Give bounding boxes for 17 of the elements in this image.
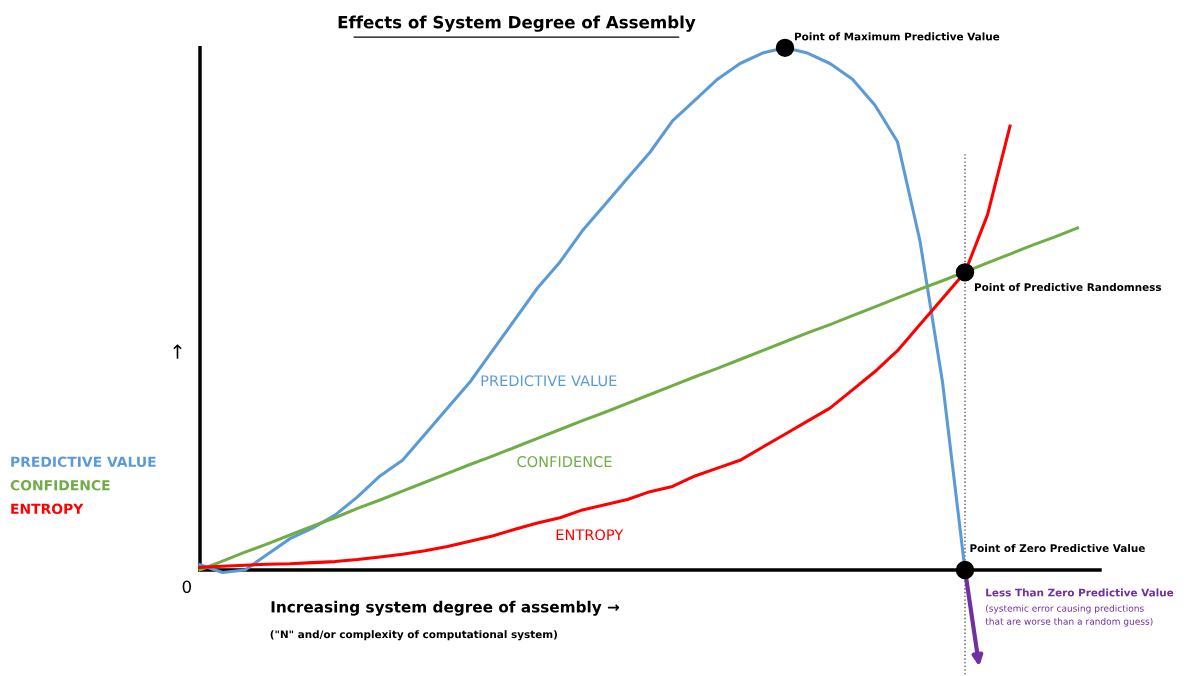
text: 0 — [182, 580, 192, 594]
text: Less Than Zero Predictive Value — [986, 588, 1174, 597]
text: ("N" and/or complexity of computational system) — [270, 630, 557, 641]
series-label: PREDICTIVE VALUE — [481, 375, 617, 387]
text: CONFIDENCE — [10, 480, 110, 491]
y-axis-title: ↑ — [173, 344, 182, 359]
text: PREDICTIVE VALUE — [11, 456, 156, 468]
chart-title: Effects of System Degree of Assembly — [338, 15, 696, 32]
text: ENTROPY — [11, 503, 84, 515]
x-axis-title: Increasing system degree of assembly → — [271, 600, 620, 616]
series-label: ENTROPY — [556, 529, 624, 541]
text: (systemic error causing predictions — [986, 604, 1144, 614]
series-label: CONFIDENCE — [517, 456, 612, 468]
annotation: Point of Predictive Randomness — [974, 282, 1162, 292]
text: that are worse than a random guess) — [985, 617, 1153, 627]
annotation: Point of Zero Predictive Value — [970, 544, 1145, 553]
text: Point of Maximum Predictive Value — [794, 32, 1000, 41]
